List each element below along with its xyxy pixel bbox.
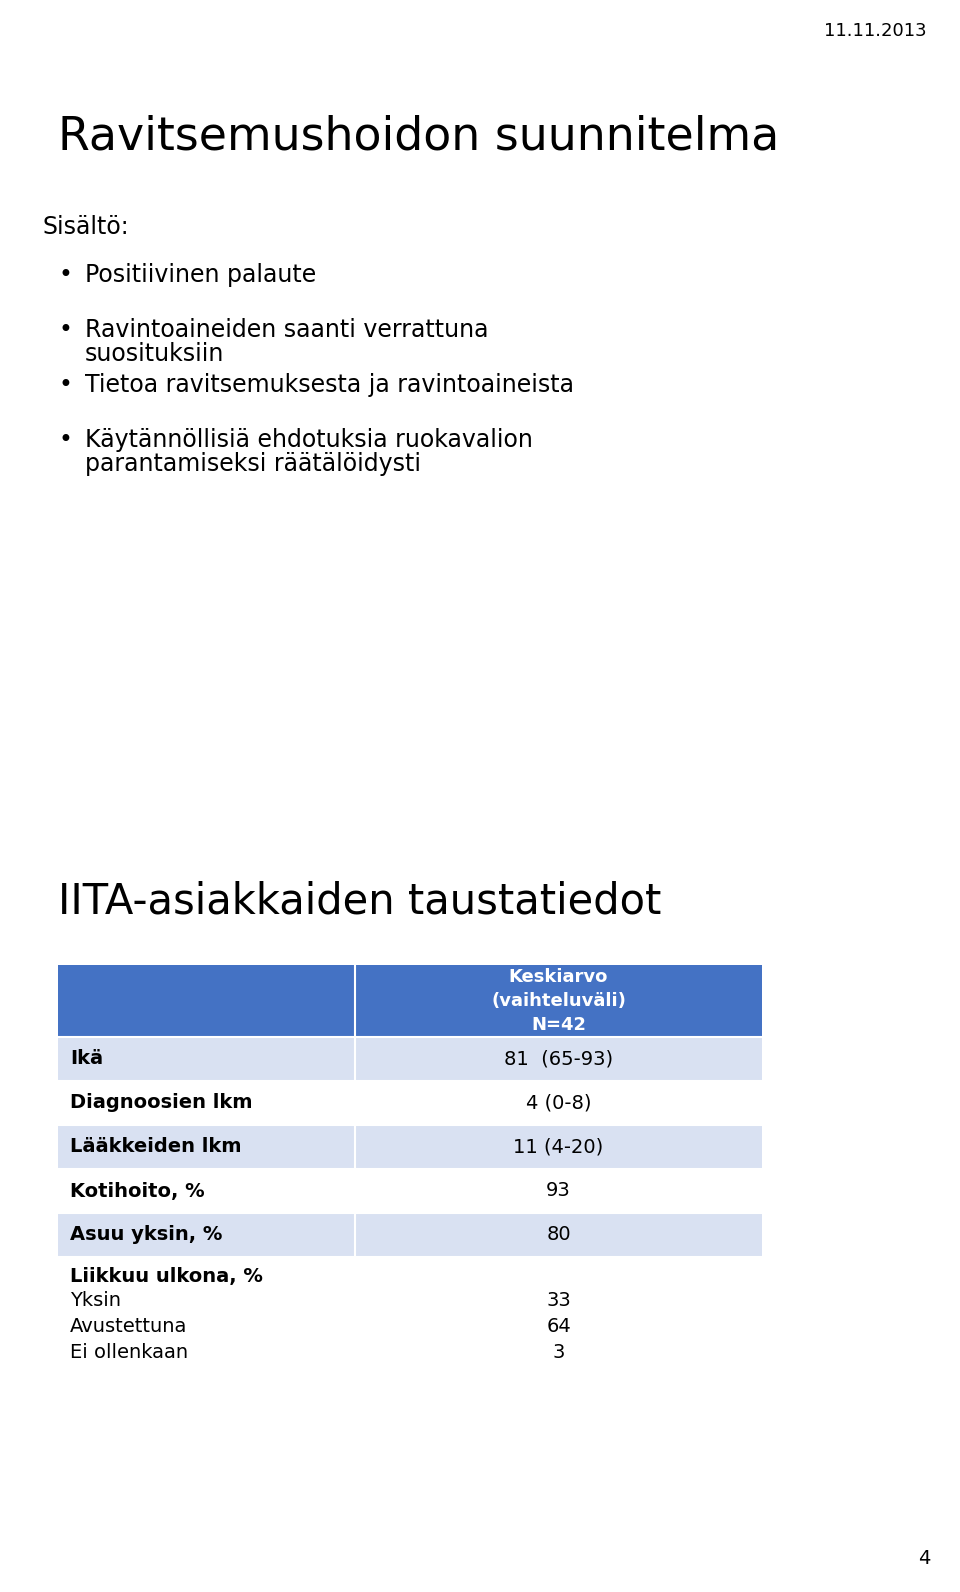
Text: 3: 3 xyxy=(552,1344,564,1363)
Text: •: • xyxy=(58,263,72,287)
Text: parantamiseksi räätälöidysti: parantamiseksi räätälöidysti xyxy=(85,452,421,476)
Text: Positiivinen palaute: Positiivinen palaute xyxy=(85,263,316,287)
Text: Liikkuu ulkona, %: Liikkuu ulkona, % xyxy=(70,1267,263,1286)
Text: 80: 80 xyxy=(546,1226,571,1245)
Text: Asuu yksin, %: Asuu yksin, % xyxy=(70,1226,223,1245)
Text: Ei ollenkaan: Ei ollenkaan xyxy=(70,1344,188,1363)
Bar xyxy=(58,1126,762,1169)
Text: Lääkkeiden lkm: Lääkkeiden lkm xyxy=(70,1138,242,1156)
Bar xyxy=(58,1081,762,1126)
Text: Avustettuna: Avustettuna xyxy=(70,1317,187,1336)
Bar xyxy=(58,1036,762,1081)
Text: 33: 33 xyxy=(546,1291,571,1310)
Text: Käytännöllisiä ehdotuksia ruokavalion: Käytännöllisiä ehdotuksia ruokavalion xyxy=(85,428,533,452)
Text: suosituksiin: suosituksiin xyxy=(85,342,225,366)
Text: 4 (0-8): 4 (0-8) xyxy=(526,1094,591,1113)
Bar xyxy=(58,965,762,1036)
Text: IITA-asiakkaiden taustatiedot: IITA-asiakkaiden taustatiedot xyxy=(58,880,661,922)
Text: Ravitsemushoidon suunnitelma: Ravitsemushoidon suunnitelma xyxy=(58,115,780,161)
Text: •: • xyxy=(58,373,72,396)
Text: Tietoa ravitsemuksesta ja ravintoaineista: Tietoa ravitsemuksesta ja ravintoaineist… xyxy=(85,373,574,396)
Text: Kotihoito, %: Kotihoito, % xyxy=(70,1181,204,1200)
Bar xyxy=(58,1213,762,1258)
Text: •: • xyxy=(58,318,72,342)
Text: 81  (65-93): 81 (65-93) xyxy=(504,1049,613,1068)
Text: 11.11.2013: 11.11.2013 xyxy=(825,22,927,40)
Text: Ikä: Ikä xyxy=(70,1049,103,1068)
Text: Ravintoaineiden saanti verrattuna: Ravintoaineiden saanti verrattuna xyxy=(85,318,489,342)
Text: Diagnoosien lkm: Diagnoosien lkm xyxy=(70,1094,252,1113)
Text: 93: 93 xyxy=(546,1181,571,1200)
Text: •: • xyxy=(58,428,72,452)
Text: 11 (4-20): 11 (4-20) xyxy=(514,1138,604,1156)
Text: Yksin: Yksin xyxy=(70,1291,121,1310)
Text: 64: 64 xyxy=(546,1317,571,1336)
Text: Sisältö:: Sisältö: xyxy=(42,215,129,239)
Bar xyxy=(58,1169,762,1213)
Text: Keskiarvo
(vaihteluväli)
N=42: Keskiarvo (vaihteluväli) N=42 xyxy=(492,968,626,1033)
Bar xyxy=(58,1258,762,1372)
Text: 4: 4 xyxy=(918,1549,930,1568)
